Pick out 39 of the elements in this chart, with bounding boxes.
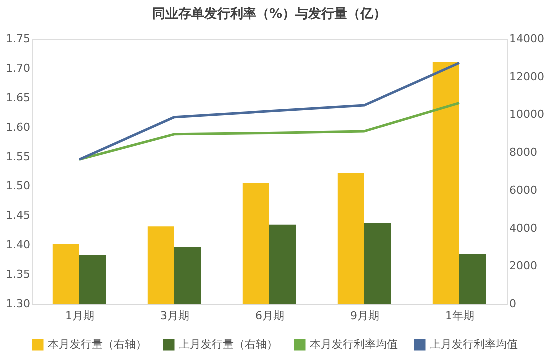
x-tick-label: 9月期 xyxy=(350,310,380,322)
y2-tick-label: 4000 xyxy=(510,222,538,235)
x-tick-label: 1年期 xyxy=(446,310,474,322)
bar xyxy=(338,173,364,304)
bar xyxy=(270,224,296,304)
legend-label: 本月发行量（右轴） xyxy=(48,338,147,351)
y-tick-label: 1.30 xyxy=(6,298,30,310)
x-tick-label: 3月期 xyxy=(160,310,190,322)
bar xyxy=(148,226,174,304)
legend-label: 上月发行量（右轴） xyxy=(179,338,278,351)
bar xyxy=(52,244,80,304)
y2-tick-label: 14000 xyxy=(510,32,544,46)
y-tick-label: 1.60 xyxy=(6,120,30,134)
y-tick-label: 1.65 xyxy=(6,91,30,104)
bar xyxy=(242,183,270,304)
bar xyxy=(432,62,460,304)
y-tick-label: 1.50 xyxy=(6,180,30,193)
bar xyxy=(364,224,392,304)
chart-title: 同业存单发行利率（%）与发行量（亿） xyxy=(152,6,387,22)
bar xyxy=(80,256,106,304)
y2-tick-label: 10000 xyxy=(510,108,544,122)
y2-tick-label: 0 xyxy=(510,298,516,310)
y-tick-label: 1.40 xyxy=(6,238,30,252)
y-tick-label: 1.45 xyxy=(6,209,30,222)
x-tick-label: 6月期 xyxy=(256,310,284,322)
y2-tick-label: 6000 xyxy=(510,184,538,197)
y-tick-label: 1.70 xyxy=(6,62,30,75)
bar xyxy=(174,247,202,304)
legend-label: 上月发行利率均值 xyxy=(430,338,518,351)
y-tick-label: 1.35 xyxy=(6,268,30,282)
y-tick-label: 1.75 xyxy=(6,32,30,46)
y-tick-label: 1.55 xyxy=(6,150,30,164)
bar xyxy=(460,254,486,304)
y2-tick-label: 12000 xyxy=(510,70,544,84)
y2-tick-label: 8000 xyxy=(510,146,538,160)
y2-tick-label: 2000 xyxy=(510,260,538,273)
x-tick-label: 1月期 xyxy=(66,310,94,322)
line-series xyxy=(78,62,461,161)
legend-label: 本月发行利率均值 xyxy=(310,338,398,351)
